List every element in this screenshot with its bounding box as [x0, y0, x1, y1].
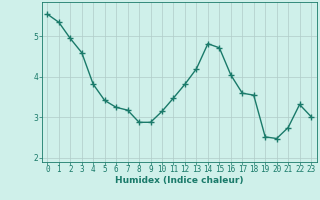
- X-axis label: Humidex (Indice chaleur): Humidex (Indice chaleur): [115, 176, 244, 185]
